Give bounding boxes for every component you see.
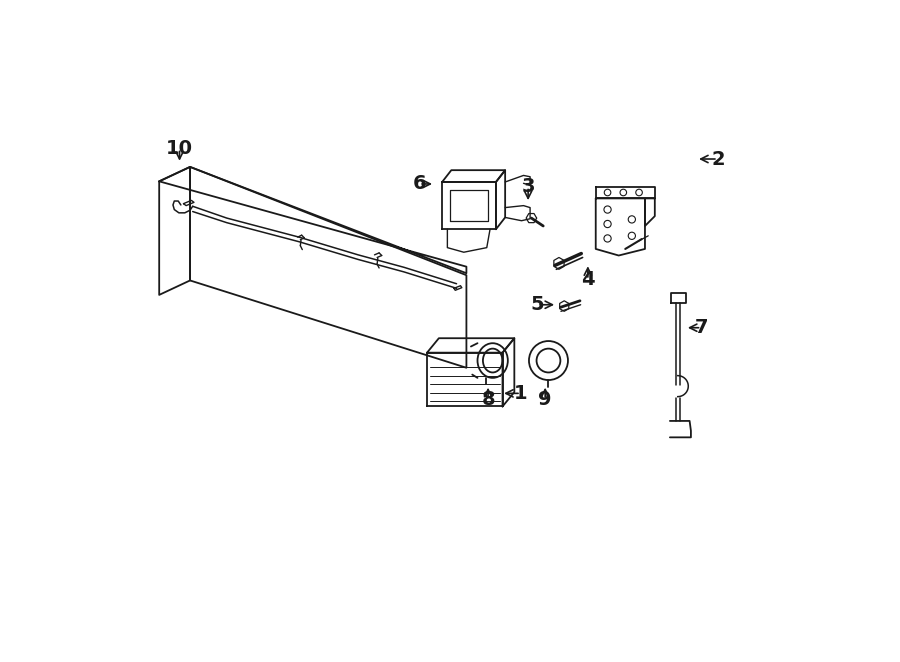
Text: 10: 10: [166, 139, 193, 158]
Text: 6: 6: [412, 175, 426, 193]
Text: 5: 5: [530, 295, 544, 314]
Text: 3: 3: [521, 177, 535, 196]
Text: 8: 8: [482, 391, 495, 409]
Text: 2: 2: [711, 150, 724, 169]
Text: 1: 1: [514, 384, 527, 403]
Text: 7: 7: [695, 318, 708, 337]
Text: 9: 9: [538, 391, 552, 409]
Text: 4: 4: [581, 270, 595, 289]
